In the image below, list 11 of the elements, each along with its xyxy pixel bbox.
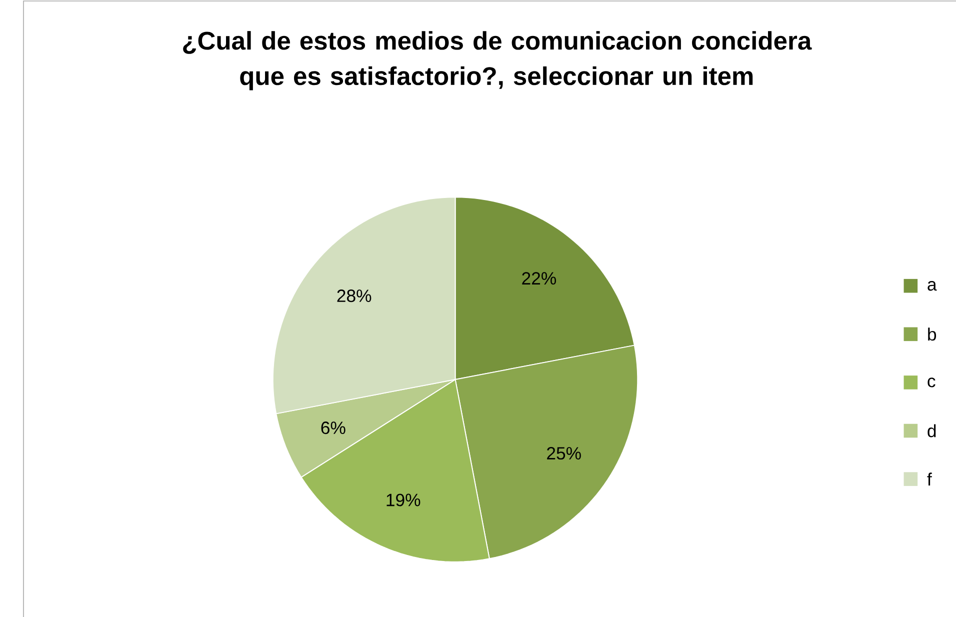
legend-label: c	[928, 378, 936, 388]
chart-title: ¿Cual de estos medios de comunicacion concidera que es satisfactorio?, seleccionar un item	[183, 31, 812, 90]
data-label: 25%	[547, 447, 581, 460]
data-label: 6%	[321, 422, 346, 434]
legend-label: b	[928, 328, 936, 341]
data-label: 22%	[522, 272, 556, 285]
data-label: 19%	[386, 494, 420, 506]
legend-label: d	[928, 424, 936, 438]
legend-label: f	[927, 472, 932, 486]
data-label: 28%	[337, 290, 372, 302]
legend-label: a	[928, 280, 937, 291]
